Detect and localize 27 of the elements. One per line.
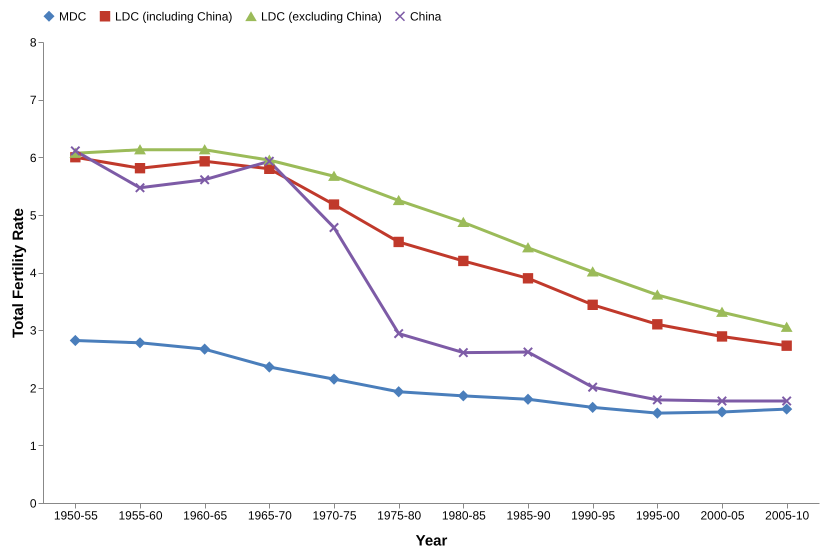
x-tick-label: 1995-00 [636,508,680,522]
y-tick-label: 0 [30,496,37,510]
x-tick-label: 1990-95 [571,508,616,522]
y-tick-label: 8 [30,36,37,50]
legend-label: LDC (excluding China) [261,10,382,24]
x-tick-label: 1985-90 [506,508,551,522]
y-tick-label: 6 [30,150,37,165]
x-tick-label: 1960-65 [183,508,228,522]
y-tick-label: 1 [30,438,37,453]
y-tick-label: 5 [30,208,37,222]
y-axis-title: Total Fertility Rate [10,208,27,338]
y-tick-label: 3 [30,324,37,338]
x-tick-label: 1950-55 [54,508,98,522]
x-tick-label: 1975-80 [377,508,422,522]
x-tick-label: 1970-75 [312,508,357,522]
x-tick-label: 2000-05 [700,508,745,522]
x-tick-label: 1965-70 [248,508,292,522]
legend-label: China [410,9,442,24]
x-tick-label: 1980-85 [442,508,486,522]
x-tick-label: 2005-10 [765,508,810,522]
x-axis-title: Year [416,532,448,550]
y-tick-label: 2 [30,381,37,396]
y-tick-label: 4 [30,266,37,280]
legend-label: MDC [59,9,87,24]
x-tick-label: 1955-60 [118,508,163,522]
y-tick-label: 7 [30,93,37,108]
legend-label: LDC (including China) [115,9,232,24]
